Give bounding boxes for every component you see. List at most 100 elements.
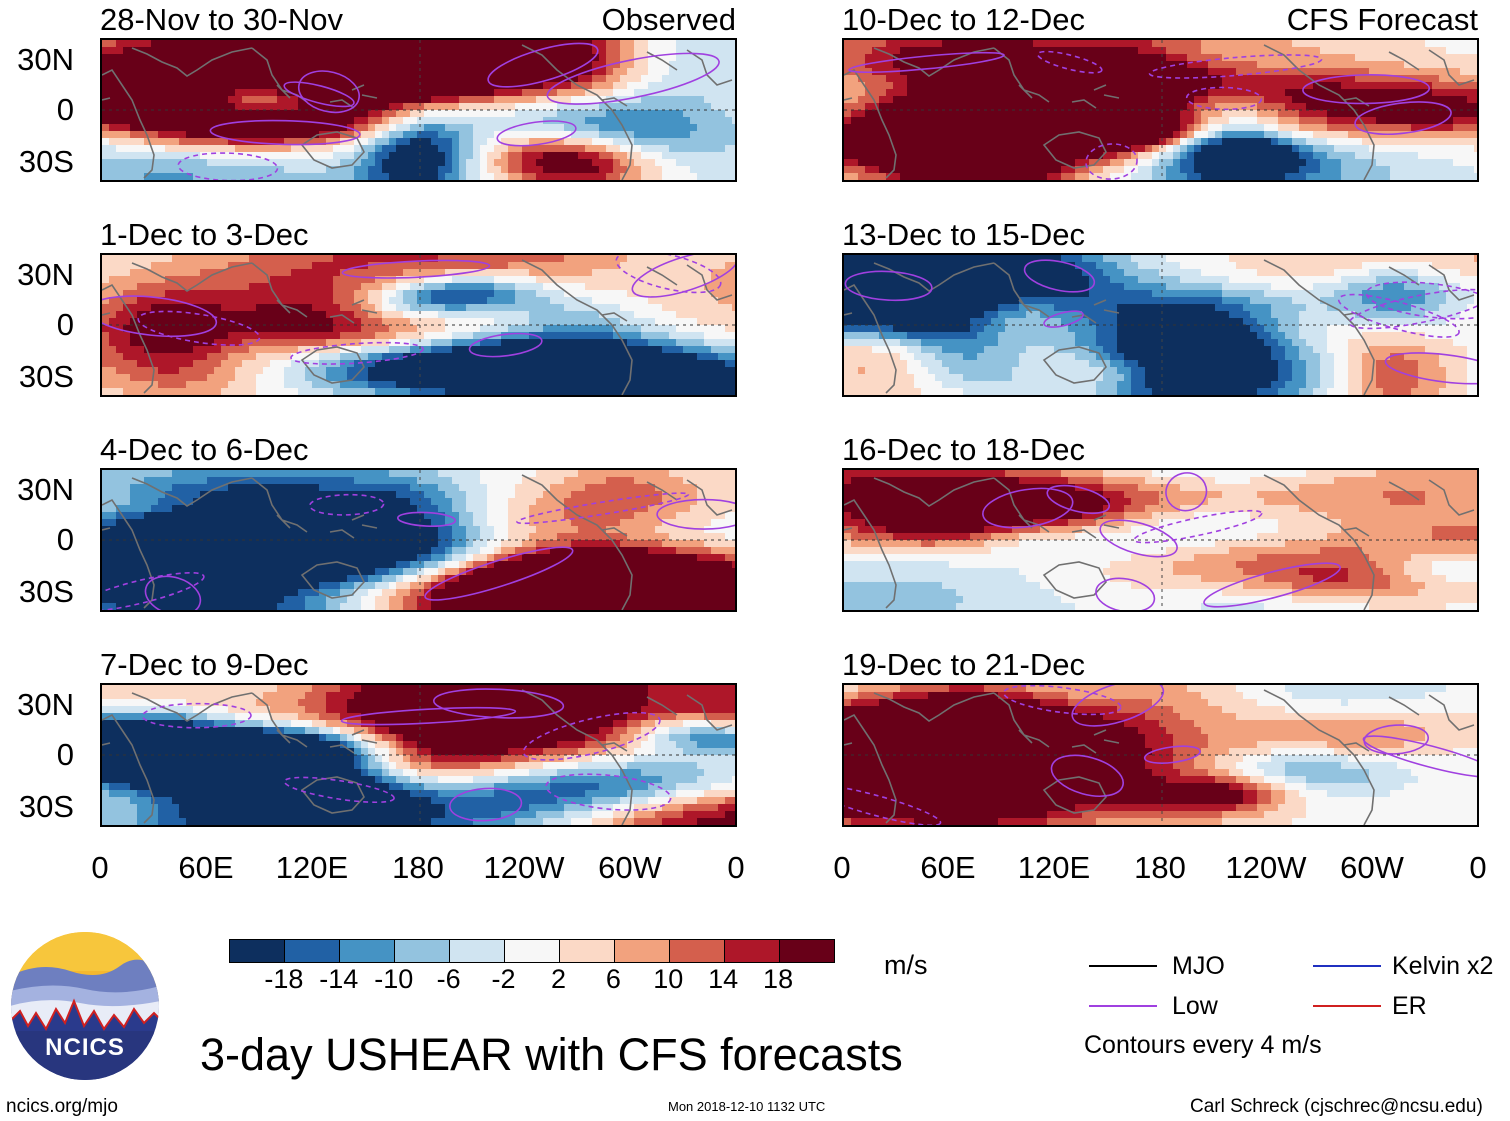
lon-tick-label: 0 bbox=[1469, 850, 1487, 885]
footer-center: Mon 2018-12-10 1132 UTC bbox=[668, 1099, 826, 1114]
ncics-logo: NCICS bbox=[10, 931, 160, 1081]
lat-tick-label: 30S bbox=[18, 144, 74, 179]
low-contour bbox=[1002, 685, 1122, 716]
coastline bbox=[329, 514, 378, 539]
coastline bbox=[1042, 561, 1107, 599]
low-contour bbox=[432, 688, 565, 719]
figure-title: 3-day USHEAR with CFS forecasts bbox=[200, 1029, 903, 1080]
panel-1-1-title: 13-Dec to 15-Dec bbox=[842, 217, 1085, 252]
low-contour bbox=[290, 341, 424, 365]
coastline bbox=[844, 713, 897, 824]
low-contour bbox=[487, 42, 599, 88]
colorbar-swatch bbox=[559, 940, 614, 962]
colorbar-tick-label: 18 bbox=[763, 964, 794, 994]
coastline bbox=[1042, 776, 1107, 814]
lat-tick-label: 30N bbox=[17, 42, 74, 77]
low-contour bbox=[283, 776, 395, 804]
coastline bbox=[601, 51, 678, 107]
low-contour bbox=[297, 70, 360, 114]
colorbar bbox=[229, 939, 835, 963]
coastline bbox=[993, 47, 1050, 103]
low-contour bbox=[1085, 143, 1138, 180]
coastline bbox=[131, 47, 253, 77]
low-contour bbox=[1302, 74, 1431, 105]
low-contour bbox=[141, 702, 252, 729]
low-contour bbox=[1365, 281, 1477, 320]
colorbar-tick-label: 2 bbox=[550, 964, 566, 994]
lat-tick-label: 0 bbox=[56, 307, 74, 342]
low-contour bbox=[522, 711, 661, 761]
low-contour bbox=[1043, 310, 1084, 328]
low-contour bbox=[656, 498, 735, 530]
lat-tick-label: 0 bbox=[56, 737, 74, 772]
lat-tick-label: 30S bbox=[18, 789, 74, 824]
coastline bbox=[1428, 479, 1475, 516]
coastline bbox=[844, 498, 897, 609]
coastline bbox=[102, 713, 155, 824]
lat-tick-label: 0 bbox=[56, 92, 74, 127]
coastline bbox=[1042, 346, 1107, 384]
coastline bbox=[1428, 694, 1475, 731]
low-contour bbox=[615, 255, 722, 294]
low-contour bbox=[1348, 288, 1477, 330]
low-contour bbox=[1036, 50, 1103, 74]
lon-tick-label: 0 bbox=[727, 850, 745, 885]
footer-left[interactable]: ncics.org/mjo bbox=[6, 1096, 118, 1117]
heatmap-field bbox=[102, 470, 735, 610]
colorbar-tick-label: -14 bbox=[319, 964, 359, 994]
lon-tick-label: 0 bbox=[833, 850, 851, 885]
map-panel-forecast-3 bbox=[842, 468, 1479, 612]
footer-right: Carl Schreck (cjschrec@ncsu.edu) bbox=[1190, 1096, 1483, 1117]
low-contour bbox=[844, 784, 942, 825]
low-contour bbox=[468, 332, 543, 358]
coastline bbox=[993, 262, 1050, 318]
low-contour bbox=[848, 51, 1005, 74]
low-contour bbox=[1095, 577, 1156, 610]
coastline bbox=[1071, 729, 1120, 754]
colorbar-tick-label: -10 bbox=[374, 964, 414, 994]
panel-1-3-title: 19-Dec to 21-Dec bbox=[842, 647, 1085, 682]
coastline bbox=[1071, 299, 1120, 324]
coastline bbox=[1263, 689, 1375, 825]
coastline bbox=[102, 68, 155, 179]
low-contour bbox=[209, 119, 361, 146]
coastline bbox=[873, 692, 995, 722]
coastline bbox=[1071, 514, 1120, 539]
lon-tick-label: 60E bbox=[178, 850, 234, 885]
coastline bbox=[1263, 259, 1375, 395]
coastline bbox=[300, 561, 365, 599]
low-contour bbox=[396, 511, 457, 527]
panel-1-0-title: 10-Dec to 12-Dec bbox=[842, 2, 1085, 37]
observed-tag: Observed bbox=[601, 2, 736, 37]
low-contour bbox=[102, 571, 205, 610]
heatmap-field bbox=[844, 470, 1477, 610]
legend-low-label: Low bbox=[1172, 992, 1218, 1020]
map-panel-forecast-2 bbox=[842, 253, 1479, 397]
coastline bbox=[131, 477, 253, 507]
coastline bbox=[1071, 84, 1120, 109]
lon-tick-label: 120W bbox=[483, 850, 565, 885]
lon-tick-label: 60W bbox=[1340, 850, 1404, 885]
coastline bbox=[686, 694, 733, 731]
low-contour bbox=[545, 773, 672, 811]
low-contour bbox=[1185, 86, 1263, 111]
map-panel-observed-4 bbox=[100, 683, 737, 827]
low-contour bbox=[631, 255, 735, 298]
low-contour bbox=[1050, 754, 1124, 797]
coastline bbox=[844, 283, 897, 394]
coastline bbox=[251, 692, 308, 748]
coastline bbox=[1042, 131, 1107, 169]
coastline bbox=[131, 692, 253, 722]
low-contour bbox=[102, 295, 218, 338]
legend-er-label: ER bbox=[1392, 992, 1427, 1020]
panel-0-1-title: 1-Dec to 3-Dec bbox=[100, 217, 309, 252]
heatmap-field bbox=[844, 40, 1477, 180]
legend-mjo-label: MJO bbox=[1172, 952, 1225, 980]
coastline bbox=[300, 131, 365, 169]
low-contour bbox=[341, 259, 491, 279]
lat-tick-label: 30N bbox=[17, 687, 74, 722]
coastline bbox=[873, 47, 995, 77]
colorbar-swatch bbox=[284, 940, 339, 962]
colorbar-tick-label: 6 bbox=[605, 964, 621, 994]
logo-text: NCICS bbox=[45, 1034, 125, 1061]
